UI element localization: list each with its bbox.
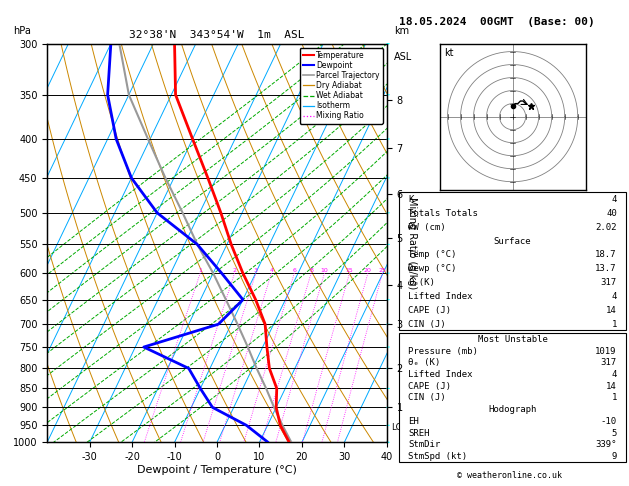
Text: 5: 5 — [611, 429, 617, 437]
Text: LCL: LCL — [391, 422, 406, 432]
Text: EH: EH — [408, 417, 419, 426]
Text: 8: 8 — [309, 268, 313, 273]
Text: 4: 4 — [611, 292, 617, 301]
Text: CAPE (J): CAPE (J) — [408, 382, 452, 391]
Title: 32°38'N  343°54'W  1m  ASL: 32°38'N 343°54'W 1m ASL — [129, 30, 305, 40]
Text: 4: 4 — [611, 370, 617, 379]
Text: 2: 2 — [233, 268, 237, 273]
FancyBboxPatch shape — [399, 333, 626, 462]
Text: kt: kt — [444, 48, 454, 58]
Text: 1: 1 — [611, 320, 617, 329]
Text: hPa: hPa — [13, 26, 31, 36]
Text: 1019: 1019 — [595, 347, 617, 356]
Text: 4: 4 — [611, 195, 617, 204]
Text: CAPE (J): CAPE (J) — [408, 306, 452, 315]
Legend: Temperature, Dewpoint, Parcel Trajectory, Dry Adiabat, Wet Adiabat, Isotherm, Mi: Temperature, Dewpoint, Parcel Trajectory… — [299, 48, 383, 123]
Text: CIN (J): CIN (J) — [408, 393, 446, 402]
Text: StmSpd (kt): StmSpd (kt) — [408, 452, 467, 461]
Text: SREH: SREH — [408, 429, 430, 437]
Text: 10: 10 — [321, 268, 328, 273]
Text: ASL: ASL — [394, 52, 412, 62]
Text: 2.02: 2.02 — [595, 223, 617, 232]
Text: 1: 1 — [198, 268, 202, 273]
Text: 317: 317 — [601, 278, 617, 287]
Text: Dewp (°C): Dewp (°C) — [408, 264, 457, 273]
Text: Totals Totals: Totals Totals — [408, 209, 478, 218]
FancyBboxPatch shape — [399, 192, 626, 330]
Text: km: km — [394, 26, 409, 36]
Y-axis label: Mixing Ratio (g/kg): Mixing Ratio (g/kg) — [407, 197, 416, 289]
Text: 9: 9 — [611, 452, 617, 461]
Text: Hodograph: Hodograph — [489, 405, 537, 414]
Text: 317: 317 — [601, 358, 617, 367]
Text: 15: 15 — [346, 268, 353, 273]
Text: 6: 6 — [292, 268, 296, 273]
Text: Lifted Index: Lifted Index — [408, 292, 473, 301]
Text: PW (cm): PW (cm) — [408, 223, 446, 232]
Text: Pressure (mb): Pressure (mb) — [408, 347, 478, 356]
Text: Lifted Index: Lifted Index — [408, 370, 473, 379]
X-axis label: Dewpoint / Temperature (°C): Dewpoint / Temperature (°C) — [137, 465, 297, 475]
Text: Temp (°C): Temp (°C) — [408, 250, 457, 260]
Text: θₑ(K): θₑ(K) — [408, 278, 435, 287]
Text: 4: 4 — [269, 268, 274, 273]
Text: CIN (J): CIN (J) — [408, 320, 446, 329]
Text: 18.7: 18.7 — [595, 250, 617, 260]
Text: 14: 14 — [606, 306, 617, 315]
Text: -10: -10 — [601, 417, 617, 426]
Text: StmDir: StmDir — [408, 440, 441, 449]
Text: 14: 14 — [606, 382, 617, 391]
Text: 25: 25 — [379, 268, 386, 273]
Text: Surface: Surface — [494, 237, 532, 245]
Text: 18.05.2024  00GMT  (Base: 00): 18.05.2024 00GMT (Base: 00) — [399, 17, 595, 27]
Text: 339°: 339° — [595, 440, 617, 449]
Text: K: K — [408, 195, 414, 204]
Text: 13.7: 13.7 — [595, 264, 617, 273]
Text: Most Unstable: Most Unstable — [477, 335, 548, 344]
Text: 3: 3 — [254, 268, 258, 273]
Text: θₑ (K): θₑ (K) — [408, 358, 441, 367]
Text: © weatheronline.co.uk: © weatheronline.co.uk — [457, 471, 562, 480]
Text: 40: 40 — [606, 209, 617, 218]
Text: 1: 1 — [611, 393, 617, 402]
Text: 20: 20 — [364, 268, 372, 273]
